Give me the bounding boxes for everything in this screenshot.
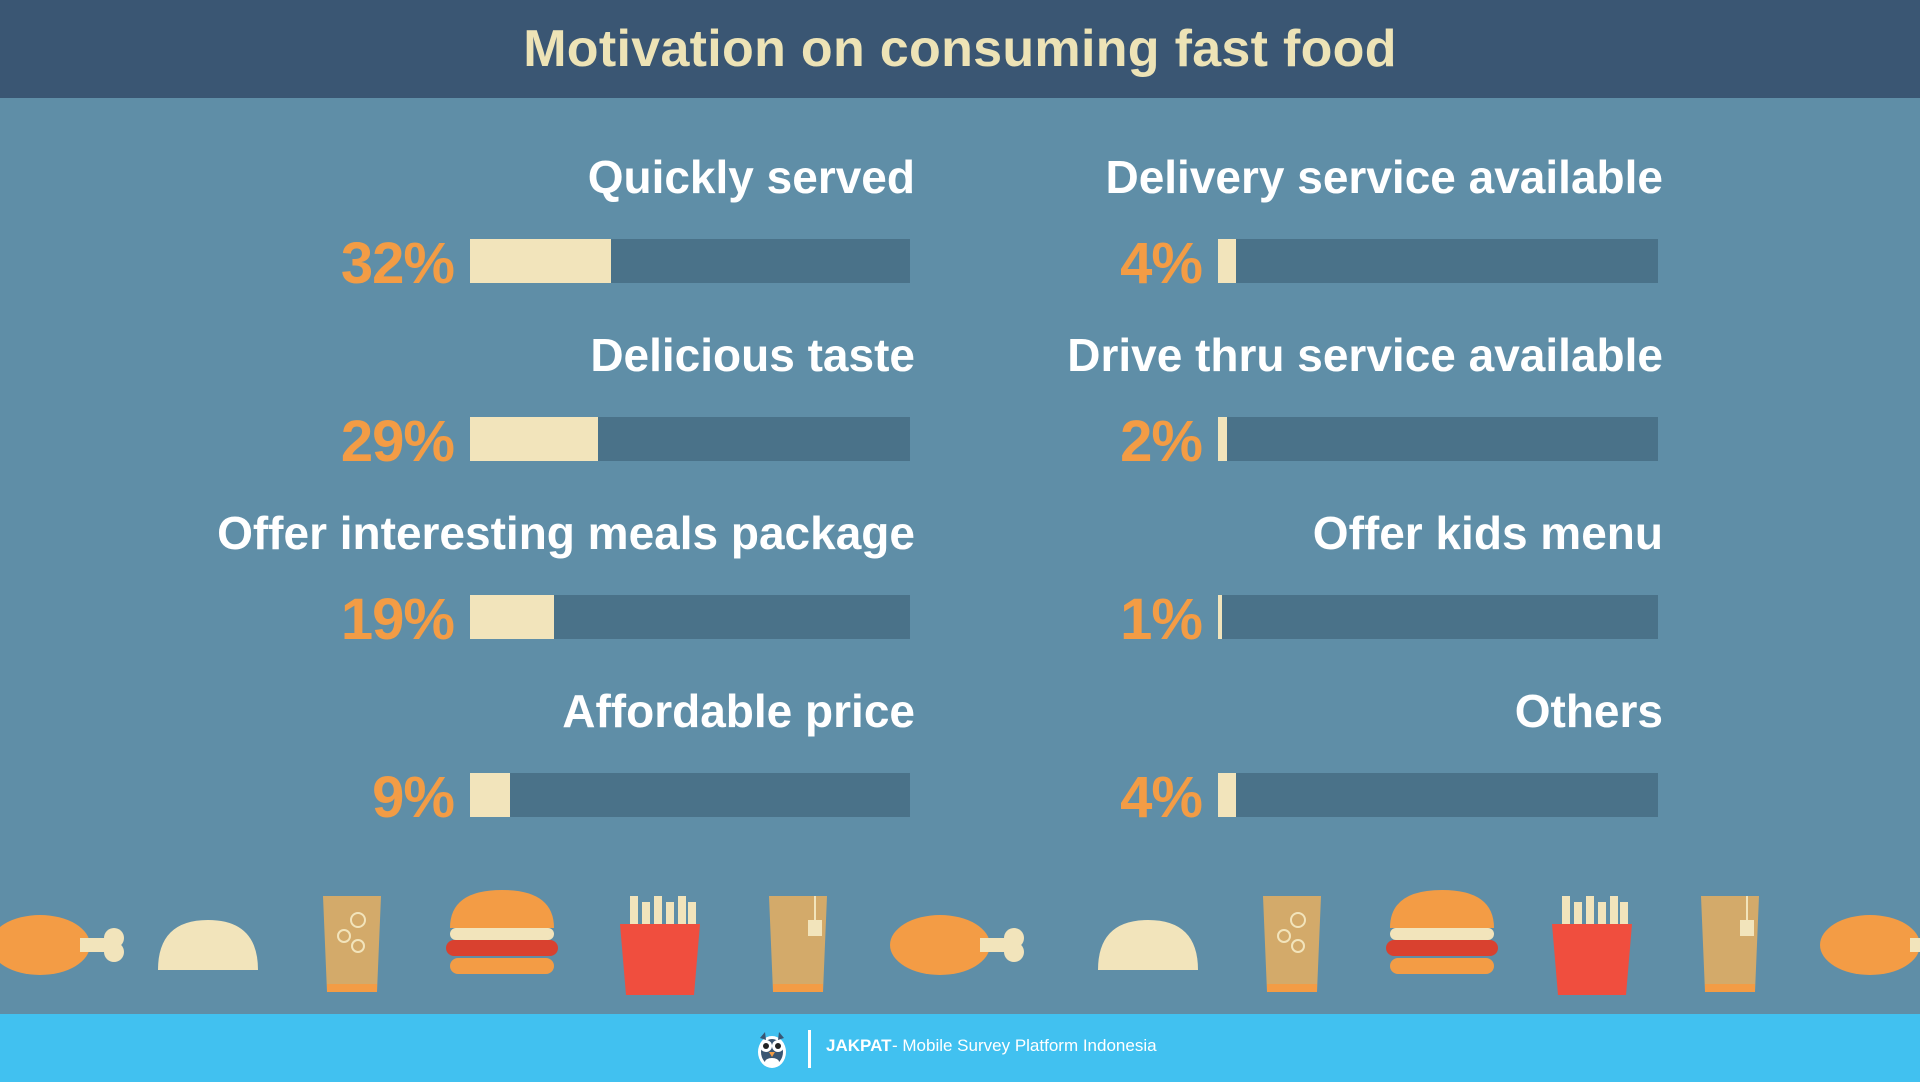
category-label: Others <box>1514 685 1663 737</box>
percent-label: 9% <box>372 765 455 830</box>
bun-icon <box>1098 920 1198 970</box>
bar-fill <box>470 595 554 639</box>
food-icon-strip <box>0 890 1920 995</box>
header-bar: Motivation on consuming fast food <box>0 0 1920 98</box>
soda-cup-icon <box>323 896 381 992</box>
percent-label: 4% <box>1120 231 1203 296</box>
percent-label: 4% <box>1120 765 1203 830</box>
bar-track <box>1218 239 1658 283</box>
percent-label: 32% <box>340 231 455 296</box>
bar-track <box>1218 595 1658 639</box>
bar-fill <box>470 239 611 283</box>
bar-track <box>470 773 910 817</box>
bar-fill <box>1218 595 1222 639</box>
chicken-drumstick-icon <box>1820 915 1920 975</box>
fries-icon <box>1552 896 1632 995</box>
burger-icon <box>446 890 558 974</box>
chicken-drumstick-icon <box>890 915 1024 975</box>
category-label: Quickly served <box>587 151 915 203</box>
footer-bar: JAKPAT - Mobile Survey Platform Indonesi… <box>0 1014 1920 1082</box>
category-label: Offer interesting meals package <box>217 507 915 559</box>
percent-label: 2% <box>1120 409 1203 474</box>
bar-fill <box>1218 773 1236 817</box>
bar-fill <box>1218 239 1236 283</box>
bar-chart: Quickly served 32% Delicious taste 29% Offer… <box>0 98 1920 858</box>
bar-track <box>1218 417 1658 461</box>
bun-icon <box>158 920 258 970</box>
bar-fill <box>470 773 510 817</box>
tea-cup-icon <box>1701 896 1759 992</box>
footer-tagline: - Mobile Survey Platform Indonesia <box>892 1036 1157 1055</box>
category-label: Delicious taste <box>590 329 915 381</box>
chicken-drumstick-icon <box>0 915 124 975</box>
footer-divider <box>808 1030 811 1068</box>
category-label: Affordable price <box>562 685 915 737</box>
bar-track <box>1218 773 1658 817</box>
bar-track <box>470 239 910 283</box>
bar-track <box>470 417 910 461</box>
bar-fill <box>470 417 598 461</box>
bar-track <box>470 595 910 639</box>
percent-label: 29% <box>340 409 455 474</box>
page-title: Motivation on consuming fast food <box>523 20 1397 78</box>
owl-logo-icon <box>758 1032 786 1068</box>
percent-label: 19% <box>340 587 455 652</box>
fries-icon <box>620 896 700 995</box>
tea-cup-icon <box>769 896 827 992</box>
category-label: Delivery service available <box>1105 151 1663 203</box>
footer-brand: JAKPAT <box>826 1036 892 1055</box>
category-label: Drive thru service available <box>1067 329 1663 381</box>
soda-cup-icon <box>1263 896 1321 992</box>
category-label: Offer kids menu <box>1312 507 1663 559</box>
percent-label: 1% <box>1120 587 1203 652</box>
bar-fill <box>1218 417 1227 461</box>
burger-icon <box>1386 890 1498 974</box>
